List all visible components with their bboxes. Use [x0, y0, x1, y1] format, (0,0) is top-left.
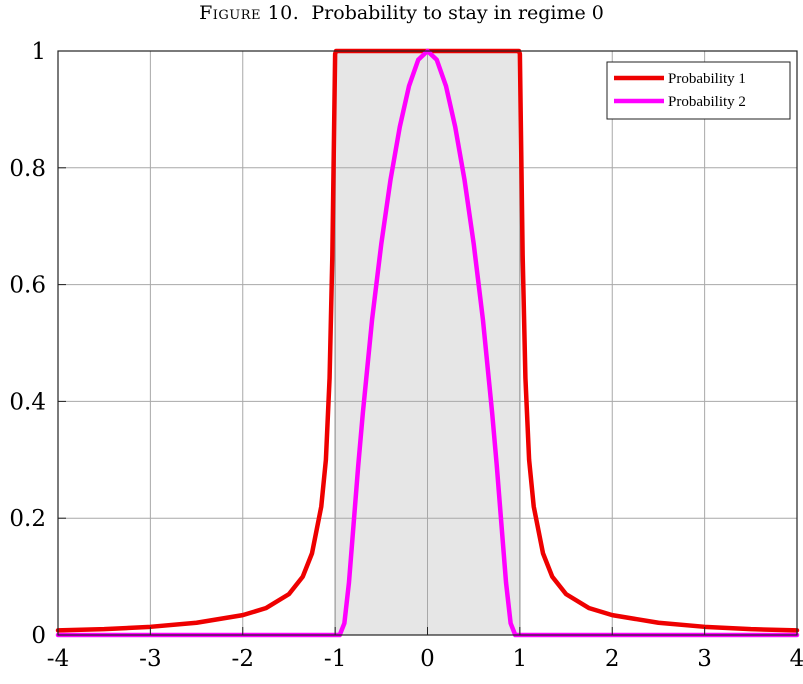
- x-tick-label: -2: [232, 646, 254, 672]
- y-tick-label: 0.4: [9, 389, 46, 415]
- y-tick-label: 0.2: [9, 506, 46, 532]
- x-tick-label: -1: [324, 646, 346, 672]
- x-tick-label: 0: [420, 646, 435, 672]
- legend-box: [606, 61, 791, 120]
- y-tick-label: 0: [31, 623, 46, 649]
- y-tick-label: 1: [31, 39, 46, 65]
- figure-caption-text: Probability to stay in regime 0: [311, 2, 604, 24]
- y-tick-label: 0.8: [9, 156, 46, 182]
- x-tick-label: 4: [790, 646, 803, 672]
- x-tick-label: 2: [605, 646, 620, 672]
- figure-label: Figure 10.: [199, 2, 300, 24]
- x-tick-label: -4: [47, 646, 69, 672]
- legend-label-2: Probability 2: [668, 94, 746, 110]
- figure-caption: Figure 10. Probability to stay in regime…: [0, 2, 803, 24]
- x-tick-label: -3: [139, 646, 161, 672]
- x-tick-label: 1: [513, 646, 528, 672]
- y-tick-label: 0.6: [9, 273, 46, 299]
- legend-label-1: Probability 1: [668, 71, 746, 87]
- x-tick-label: 3: [697, 646, 712, 672]
